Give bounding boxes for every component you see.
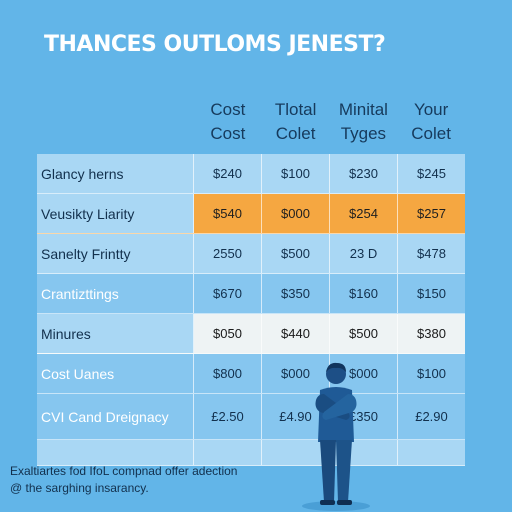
table-cell: £2.50 — [194, 394, 262, 439]
row-label: Veusikty Liarity — [37, 194, 194, 233]
table-row-highlighted: Veusikty Liarity $540 $000 $254 $257 — [37, 194, 465, 234]
table-cell: $000 — [330, 354, 398, 393]
column-header-line1: Your — [413, 100, 449, 119]
table-cell: $100 — [417, 366, 446, 381]
person-head — [326, 364, 346, 384]
table-cell: $240 — [194, 154, 262, 193]
row-label: Crаntizttings — [37, 274, 194, 313]
footnote: Exaltiartes fod IfoL compnad offer adect… — [10, 463, 310, 497]
person-right-leg — [336, 440, 352, 502]
table-cell-empty — [194, 440, 262, 465]
person-arm-right — [322, 394, 357, 420]
table-cell: $478 — [417, 246, 446, 261]
table-cell: $245 — [417, 166, 446, 181]
table-cell: $670 — [194, 274, 262, 313]
table-cell: $150 — [417, 286, 446, 301]
table-row: Cost Uanes $800 $000 $000 $100 — [37, 354, 465, 394]
table-row: Crаntizttings $670 $350 $160 $150 — [37, 274, 465, 314]
table-header: Cost Cost Tlotal Colet Minital Tyges You… — [37, 90, 465, 154]
table-cell: $540 — [194, 194, 262, 233]
person-left-shoe — [320, 500, 335, 505]
table-cell: $100 — [262, 154, 330, 193]
column-header-line2: Colet — [275, 124, 316, 143]
footnote-line2: @ the sarghing insarancy. — [10, 481, 149, 495]
table-cell: $500 — [330, 314, 398, 353]
page-title: THANCES OUTLOMS JENEST? — [44, 32, 386, 57]
row-label-empty — [37, 440, 194, 465]
row-label: Glancy herns — [37, 154, 194, 193]
comparison-table: Cost Cost Tlotal Colet Minital Tyges You… — [37, 90, 465, 466]
person-right-shoe — [337, 500, 352, 505]
table-cell: $500 — [262, 234, 330, 273]
table-row-empty — [37, 440, 465, 466]
row-label: CVI Cand Dreignacy — [37, 394, 194, 439]
table-row: Sanelty Frintty 2550 $500 23 D $478 — [37, 234, 465, 274]
column-header-line2: Cost — [210, 124, 246, 143]
table-cell: $350 — [262, 274, 330, 313]
table-cell: $440 — [262, 314, 330, 353]
table-cell: £350 — [330, 394, 398, 439]
table-cell: $160 — [330, 274, 398, 313]
person-illustration — [302, 362, 370, 511]
table-cell: $257 — [417, 206, 446, 221]
table-cell: $050 — [194, 314, 262, 353]
table-cell: 2550 — [194, 234, 262, 273]
table-cell: $380 — [417, 326, 446, 341]
column-header: Minital Tyges — [330, 90, 398, 154]
column-header-line1: Cost — [210, 100, 246, 119]
column-header: Tlotal Colet — [262, 90, 330, 154]
row-label: Minures — [37, 314, 194, 353]
row-label: Sanelty Frintty — [37, 234, 194, 273]
table-cell: $800 — [194, 354, 262, 393]
person-left-leg — [320, 440, 336, 502]
column-header-line1: Minital — [338, 100, 388, 119]
person-shadow — [302, 501, 370, 511]
table-cell-empty — [398, 440, 465, 465]
table-row: Glancy herns $240 $100 $230 $245 — [37, 154, 465, 194]
header-spacer — [37, 90, 194, 154]
person-hair — [326, 362, 346, 372]
table-cell: £2.90 — [415, 409, 448, 424]
table-cell: $230 — [330, 154, 398, 193]
table-row: Minures $050 $440 $500 $380 — [37, 314, 465, 354]
column-header-line2: Tyges — [340, 124, 387, 143]
column-header: Your Colet — [397, 90, 465, 154]
table-cell-empty — [330, 440, 398, 465]
column-header: Cost Cost — [194, 90, 262, 154]
table-cell: $254 — [330, 194, 398, 233]
footnote-line1: Exaltiartes fod IfoL compnad offer adect… — [10, 464, 238, 478]
column-header-line1: Tlotal — [274, 100, 317, 119]
row-label: Cost Uanes — [37, 354, 194, 393]
table-cell: 23 D — [330, 234, 398, 273]
table-row: CVI Cand Dreignacy £2.50 £4.90 £350 £2.9… — [37, 394, 465, 440]
table-cell: $000 — [262, 194, 330, 233]
column-header-line2: Colet — [411, 124, 451, 143]
